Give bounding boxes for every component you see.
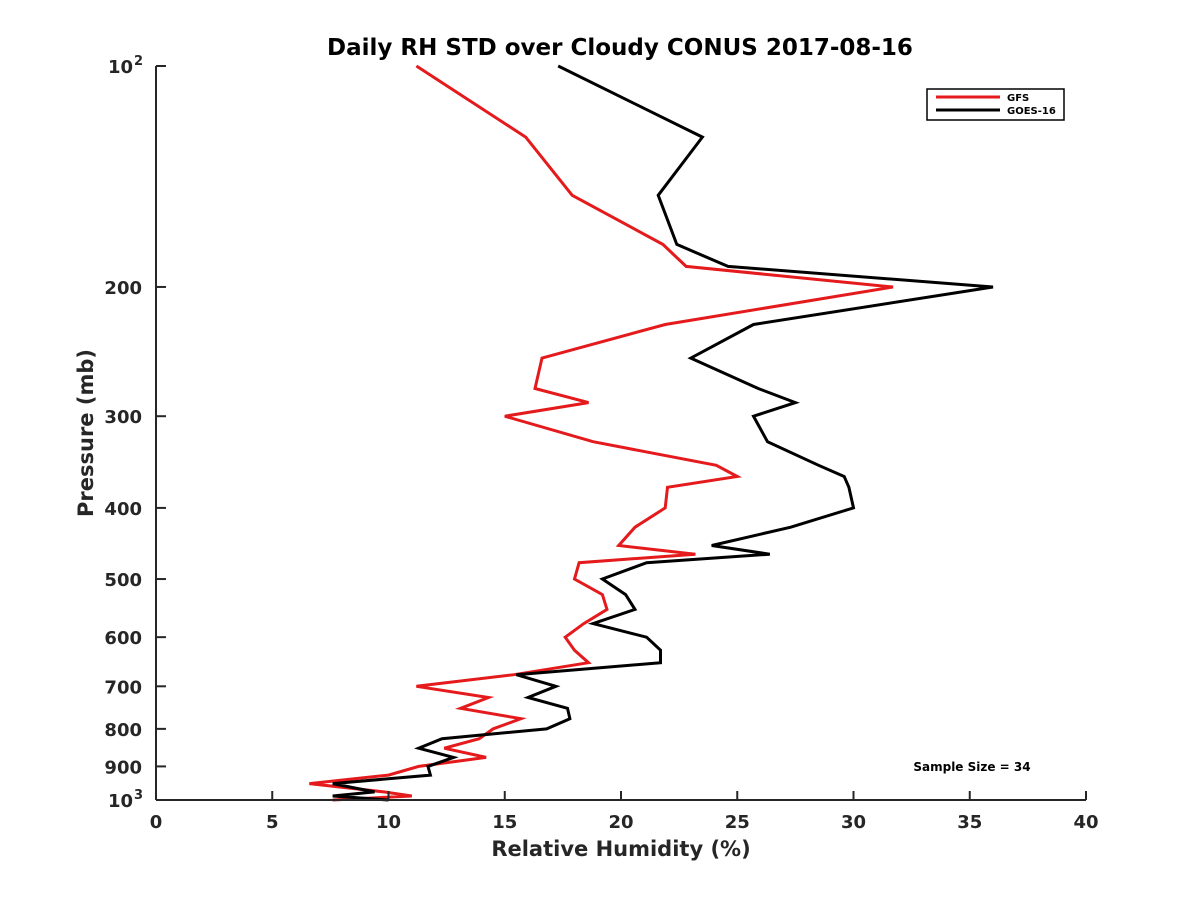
y-tick-label: 400 (104, 499, 142, 520)
sample-size-annotation: Sample Size = 34 (913, 760, 1030, 774)
series-line-gfs (309, 64, 894, 802)
legend-box (926, 88, 1065, 121)
y-tick-label: 200 (104, 278, 142, 299)
x-tick-label: 5 (266, 812, 279, 833)
y-tick-label: 300 (104, 407, 142, 428)
series-layer (309, 64, 994, 802)
axes (155, 66, 1086, 801)
y-axis-label: Pressure (mb) (74, 349, 98, 517)
x-tick-label: 40 (1073, 812, 1098, 833)
x-tick-label: 0 (150, 812, 163, 833)
x-tick-label: 15 (492, 812, 517, 833)
y-tick-label: 600 (104, 628, 142, 649)
legend: GFS GOES-16 (926, 88, 1065, 121)
y-tick-label: 800 (104, 720, 142, 741)
chart-title: Daily RH STD over Cloudy CONUS 2017-08-1… (327, 35, 913, 61)
y-tick-label: 700 (104, 677, 142, 698)
y-tick-label: 900 (104, 757, 142, 778)
series-line-goes-16 (332, 64, 994, 802)
legend-label-goes-16: GOES-16 (1007, 106, 1056, 117)
y-tick-label: 500 (104, 570, 142, 591)
y-tick-label: 10 (108, 57, 133, 78)
x-tick-label: 30 (841, 812, 866, 833)
x-ticks: 0 5 10 15 20 25 30 35 40 (150, 791, 1099, 833)
x-tick-label: 10 (376, 812, 401, 833)
x-tick-label: 20 (608, 812, 633, 833)
x-axis-label: Relative Humidity (%) (491, 837, 750, 861)
x-tick-label: 35 (957, 812, 982, 833)
y-tick-exponent: 2 (134, 54, 143, 69)
x-tick-label: 25 (725, 812, 750, 833)
legend-entries: GFS GOES-16 (936, 93, 1056, 117)
y-tick-exponent: 3 (134, 788, 143, 803)
legend-label-gfs: GFS (1007, 93, 1029, 104)
y-tick-label: 10 (108, 791, 133, 812)
